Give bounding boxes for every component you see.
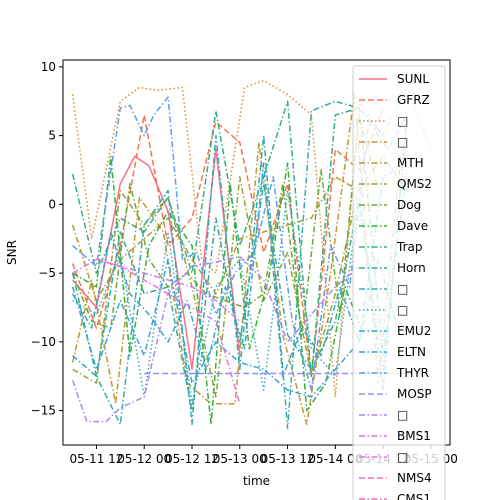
series-line-8 (71, 100, 408, 378)
legend-label: QMS2 (397, 177, 432, 191)
legend-label: MOSP (397, 387, 432, 401)
legend-label: MTH (397, 156, 424, 170)
y-tick-label: 0 (48, 197, 56, 211)
series-line-6 (71, 114, 380, 336)
series-line-16 (71, 255, 360, 423)
legend-label: □ (397, 303, 408, 317)
y-axis-title: SNR (5, 240, 19, 265)
legend-label: □ (397, 114, 408, 128)
y-tick-label: −15 (31, 404, 56, 418)
legend-box (352, 65, 446, 500)
series-line-3 (71, 93, 403, 426)
y-tick-label: −5 (38, 266, 56, 280)
series-layer (71, 79, 432, 430)
legend-label: □ (397, 282, 408, 296)
legend-label: BMS1 (397, 429, 431, 443)
legend-label: Dave (397, 219, 428, 233)
plot-area-frame (62, 59, 451, 446)
series-line-12 (71, 162, 399, 378)
y-tick-label: 10 (41, 60, 56, 74)
legend-label: GFRZ (397, 93, 430, 107)
x-tick-label: 05-13 12 (261, 452, 315, 466)
series-line-17 (72, 258, 241, 322)
x-tick-label: 05-12 00 (117, 452, 171, 466)
x-tick-label: 05-12 12 (165, 452, 219, 466)
series-line-9 (71, 114, 408, 412)
legend-label: ELTN (397, 345, 426, 359)
legend-label: □ (397, 135, 408, 149)
legend-label: SUNL (397, 72, 429, 86)
legend-label: Dog (397, 198, 421, 212)
x-tick-label: 05-11 12 (69, 452, 123, 466)
series-line-5 (72, 176, 360, 398)
series-line-18 (96, 258, 241, 405)
x-tick-label: 05-14 00 (308, 452, 362, 466)
legend-label: EMU2 (397, 324, 431, 338)
legend-label: Horn (397, 261, 426, 275)
x-tick-label: 05-13 00 (213, 452, 267, 466)
series-line-4 (71, 155, 408, 302)
series-line-14 (72, 96, 408, 391)
y-tick-label: 5 (48, 129, 56, 143)
legend: SUNL GFRZ □ □ MTH QMS2 Dog Dave Trap Horn □ □ EMU2 EL… (352, 65, 446, 500)
legend-label: Trap (396, 240, 422, 254)
legend-label: □ (397, 408, 408, 422)
y-tick-label: −10 (31, 335, 56, 349)
series-line-13 (71, 162, 408, 398)
legend-label: THYR (396, 366, 429, 380)
x-axis-title: time (243, 474, 270, 488)
y-axis-ticks: −15 −10 −5 0 5 10 (31, 60, 63, 418)
legend-label: NMS4 (397, 471, 432, 485)
series-line-11 (72, 121, 408, 405)
legend-label: CMS1 (397, 492, 431, 500)
legend-label: □ (397, 450, 408, 464)
